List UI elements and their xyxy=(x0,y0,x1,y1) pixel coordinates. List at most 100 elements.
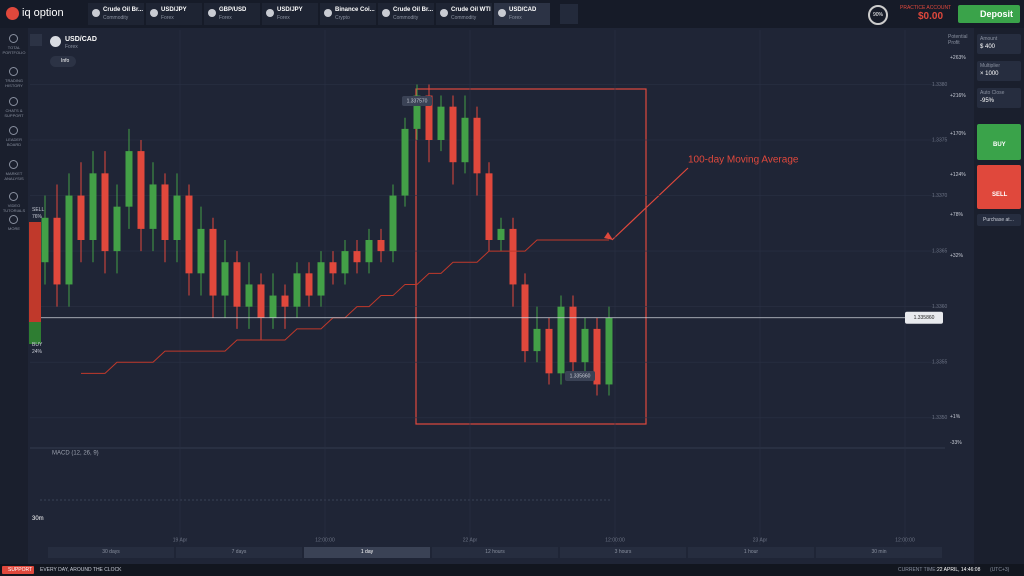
close-chart[interactable] xyxy=(30,34,42,46)
tab-kind: Crypto xyxy=(335,15,350,21)
sidebar-icon[interactable] xyxy=(9,34,18,43)
candle-body xyxy=(569,306,577,363)
field-box[interactable] xyxy=(977,34,1021,54)
sell-label[interactable]: SELL xyxy=(992,192,1008,198)
tab-name[interactable]: GBP/USD xyxy=(219,7,247,13)
tab[interactable] xyxy=(378,3,434,25)
buy-button[interactable] xyxy=(977,124,1021,160)
tab[interactable] xyxy=(146,3,202,25)
candle-body xyxy=(425,95,433,140)
percent: 90% xyxy=(873,12,884,18)
sidebar-icon[interactable] xyxy=(9,67,18,76)
timeframe-label[interactable]: 30 min xyxy=(871,549,887,555)
y-tick-label: 1.3355 xyxy=(932,360,948,366)
tab[interactable] xyxy=(262,3,318,25)
sidebar-label[interactable]: VIDEO TUTORIALS xyxy=(2,203,26,213)
candle-body xyxy=(257,284,265,318)
x-tick-label: 23 Apr xyxy=(753,537,768,543)
right-panel xyxy=(974,28,1024,564)
tab-name[interactable]: USD/JPY xyxy=(277,7,303,13)
field-box[interactable] xyxy=(977,61,1021,81)
tab-name[interactable]: USD/CAD xyxy=(509,7,537,13)
tab-icon xyxy=(382,9,390,17)
support-button[interactable] xyxy=(2,566,34,574)
deposit-button[interactable] xyxy=(958,5,1020,23)
timeframe-button[interactable] xyxy=(816,547,942,558)
tab[interactable] xyxy=(88,3,144,25)
info-label[interactable]: Info xyxy=(61,58,70,64)
candle-body xyxy=(449,106,457,163)
sidebar-label[interactable]: MARKET ANALYSIS xyxy=(4,171,24,181)
timeframe-label[interactable]: 7 days xyxy=(231,549,247,555)
timeframe-label[interactable]: 3 hours xyxy=(614,549,632,555)
timeframe-label[interactable]: 1 day xyxy=(360,549,374,555)
field-value[interactable]: -95% xyxy=(980,98,995,104)
candle-body xyxy=(233,262,241,307)
candle-body xyxy=(281,295,289,307)
candle-body xyxy=(41,217,49,263)
current-price-box xyxy=(905,311,943,324)
timeframe-label[interactable]: 30 days xyxy=(102,549,120,555)
sidebar-label[interactable]: CHATS & SUPPORT xyxy=(4,108,24,118)
sidebar-label[interactable]: LEADER BOARD xyxy=(5,137,22,147)
timeframe-label[interactable]: 12 hours xyxy=(485,549,505,555)
timeframe-short[interactable]: 30m xyxy=(32,516,44,522)
field-box[interactable] xyxy=(977,88,1021,108)
asset-name[interactable]: USD/CAD xyxy=(65,36,97,43)
candle-body xyxy=(533,328,541,352)
candle-body xyxy=(353,251,361,263)
purchase-button[interactable] xyxy=(977,214,1021,226)
field-value[interactable]: × 1000 xyxy=(980,71,999,77)
info-button[interactable] xyxy=(50,56,76,67)
sidebar-icon[interactable] xyxy=(9,192,18,201)
deposit-label[interactable]: Deposit xyxy=(980,9,1014,19)
add-tab[interactable] xyxy=(560,4,578,24)
sidebar-label[interactable]: TOTAL PORTFOLIO xyxy=(2,45,26,55)
tab[interactable] xyxy=(436,3,492,25)
sidebar-icon[interactable] xyxy=(9,97,18,106)
candle-body xyxy=(293,273,301,307)
tab[interactable] xyxy=(320,3,376,25)
tab-name[interactable]: Crude Oil Br... xyxy=(103,7,144,13)
profit-level: +263% xyxy=(950,55,966,61)
highlight-box xyxy=(415,88,647,425)
balance: $0.00 xyxy=(918,11,944,22)
buy-label[interactable]: BUY xyxy=(993,142,1006,148)
tab-name[interactable]: USD/JPY xyxy=(161,7,187,13)
tab-name[interactable]: Crude Oil Br... xyxy=(393,7,434,13)
support-note: EVERY DAY, AROUND THE CLOCK xyxy=(40,567,122,573)
brand: iq option xyxy=(22,7,64,19)
sell-button[interactable] xyxy=(977,165,1021,209)
sidebar-label[interactable]: MORE xyxy=(8,226,20,231)
tab[interactable] xyxy=(494,3,550,25)
timeframe-button[interactable] xyxy=(560,547,686,558)
y-tick-label: 1.3360 xyxy=(932,304,948,310)
sidebar-icon[interactable] xyxy=(9,126,18,135)
tab-name[interactable]: Crude Oil WTI xyxy=(451,7,491,13)
asset-kind: Forex xyxy=(65,44,78,50)
sell-bar xyxy=(29,222,41,322)
support-label[interactable]: SUPPORT xyxy=(8,567,33,573)
sidebar-icon[interactable] xyxy=(9,215,18,224)
timeframe-label[interactable]: 1 hour xyxy=(743,549,759,555)
sidebar-icon[interactable] xyxy=(9,160,18,169)
candle-body xyxy=(485,173,493,240)
y-tick-label: 1.3375 xyxy=(932,137,948,143)
timeframe-button[interactable] xyxy=(176,547,302,558)
sidebar-label[interactable]: TRADING HISTORY xyxy=(5,78,23,88)
tab[interactable] xyxy=(204,3,260,25)
candle-body xyxy=(473,117,481,174)
timeframe-button[interactable] xyxy=(688,547,814,558)
tab-icon xyxy=(208,9,216,17)
tab-kind: Commodity xyxy=(393,15,419,21)
timeframe-button[interactable] xyxy=(304,547,430,558)
time-label: CURRENT TIME: xyxy=(898,567,937,573)
candle-body xyxy=(509,228,517,285)
high-label: 1.337570 xyxy=(407,98,428,104)
tab-name[interactable]: Binance Coi... xyxy=(335,7,375,13)
tab-icon xyxy=(498,9,506,17)
timeframe-button[interactable] xyxy=(48,547,174,558)
timeframe-button[interactable] xyxy=(432,547,558,558)
purchase-label[interactable]: Purchase at... xyxy=(983,217,1014,223)
field-value[interactable]: $ 400 xyxy=(980,44,996,50)
